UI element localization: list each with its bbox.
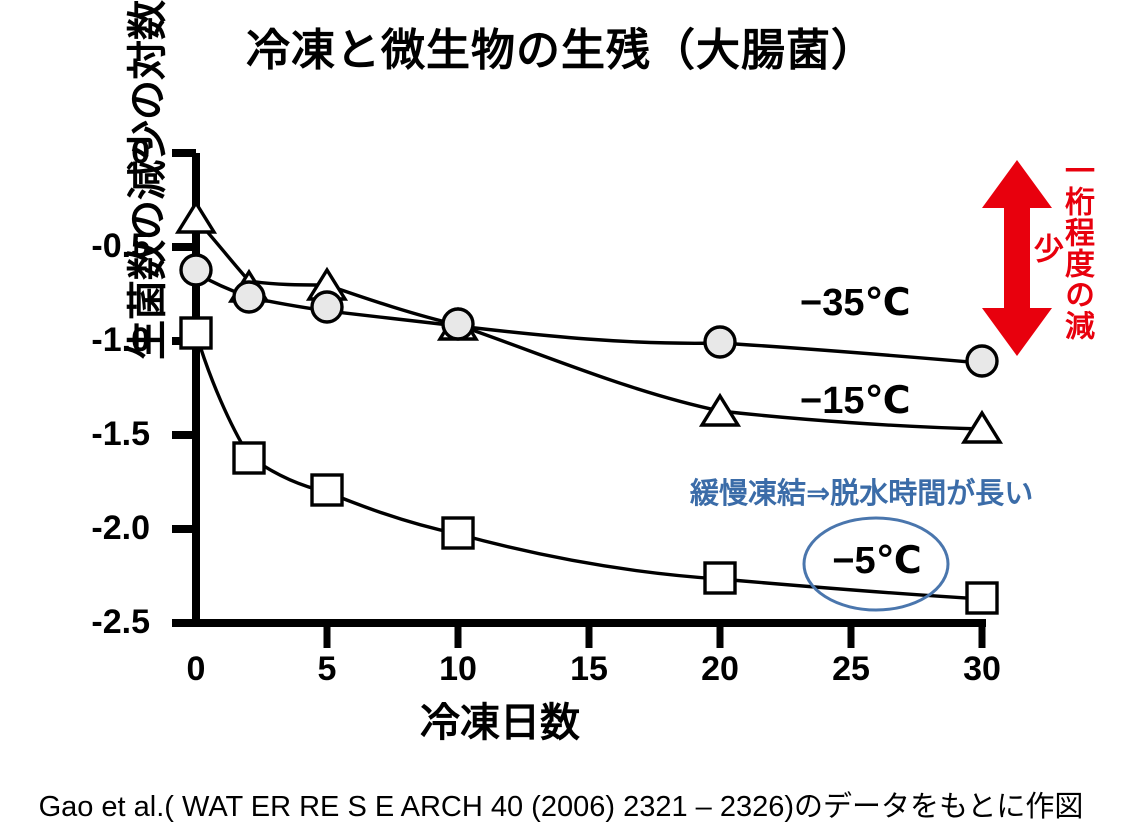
y-tick-label: -1.5: [91, 415, 150, 453]
series-label-minus15: −15℃: [800, 380, 911, 422]
y-axis-title: 生菌数の減少の対数: [126, 0, 170, 360]
series-label-minus5: −5℃: [832, 540, 922, 582]
red-double-arrow: [982, 160, 1052, 356]
x-tick-label: 10: [439, 650, 477, 688]
x-tick-label: 25: [832, 650, 870, 688]
annotation-red-decrease: 一桁程度の減少: [1028, 155, 1093, 341]
y-tick-label: -1.0: [91, 321, 150, 359]
y-tick-label: -2.5: [91, 603, 150, 641]
source-caption: Gao et al.( WAT ER RE S E ARCH 40 (2006)…: [38, 791, 1084, 823]
y-tick-label: 0: [131, 133, 150, 171]
y-tick-label: -2.0: [91, 509, 150, 547]
series-label-minus35: −35℃: [800, 282, 911, 324]
highlight-ellipse-minus5: [802, 516, 950, 612]
y-tick-label: -0.5: [91, 227, 150, 265]
x-tick-label: 15: [570, 650, 608, 688]
x-tick-label: 5: [317, 650, 337, 688]
page-title: 冷凍と微生物の生残（大腸菌）: [246, 26, 876, 75]
markers-minus35: [179, 253, 999, 378]
annotation-blue-note: 緩慢凍結⇒脱水時間が長い: [690, 478, 1034, 510]
x-tick-label: 30: [963, 650, 1001, 688]
x-axis-title: 冷凍日数: [420, 701, 580, 745]
x-tick-label: 0: [186, 650, 206, 688]
markers-minus5: [179, 316, 999, 615]
x-tick-label: 20: [701, 650, 739, 688]
